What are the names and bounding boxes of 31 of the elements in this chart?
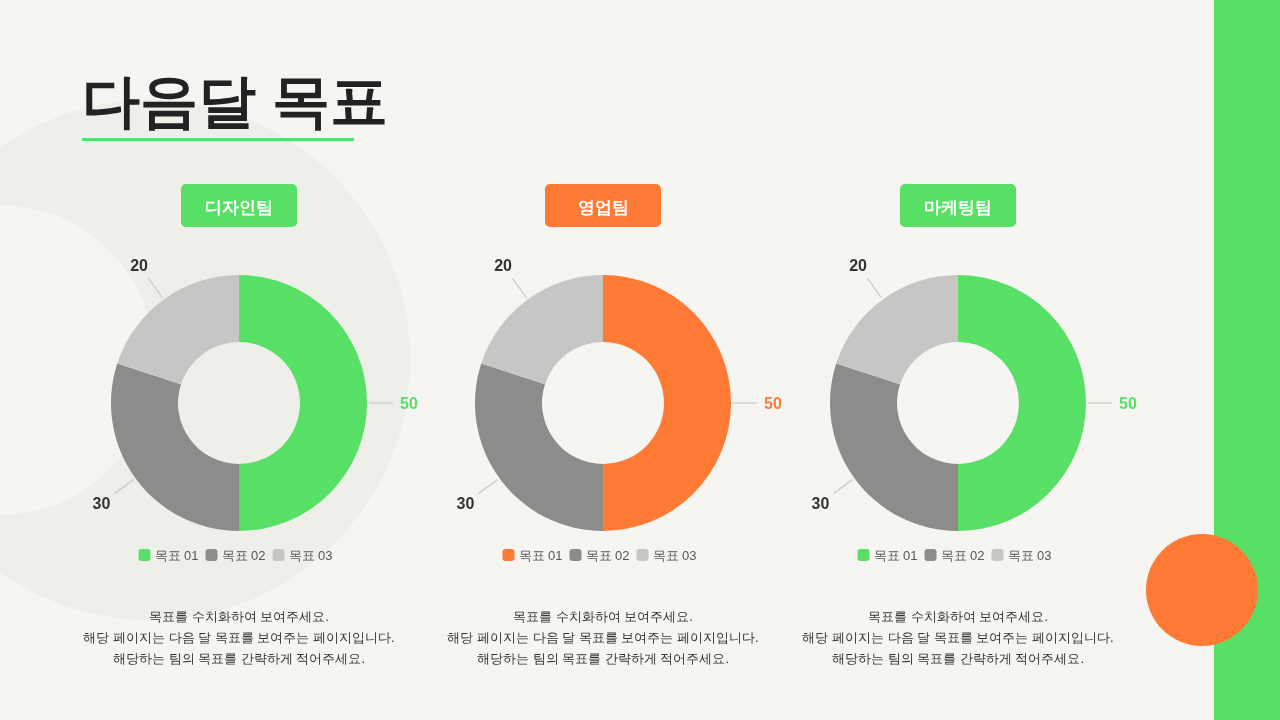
text: 해당하는 팀의 목표를 간략하게 적어주세요. [112,651,366,666]
legend-label: 목표 02 [940,548,985,563]
legend-label: 목표 01 [154,548,199,563]
legend-label: 목표 03 [1007,548,1052,563]
text: 목표를 수치화하여 보여주세요. [149,609,329,624]
legend-label: 목표 03 [652,548,697,563]
chart-title: 디자인팀 [205,198,273,217]
data-label: 30 [811,494,830,512]
text: 다음달 목표 [82,68,389,133]
data-label: 50 [400,395,418,412]
legend-label: 목표 03 [288,548,333,563]
text: 해당하는 팀의 목표를 간략하게 적어주세요. [476,651,730,666]
chart-title: 마케팅팀 [924,198,992,217]
legend-label: 목표 01 [518,548,563,563]
data-label: 50 [1119,395,1137,412]
text: 해당 페이지는 다음 달 목표를 보여주는 페이지입니다. [802,630,1114,645]
data-label: 20 [494,257,513,275]
text: 목표를 수치화하여 보여주세요. [868,609,1048,624]
text: 해당 페이지는 다음 달 목표를 보여주는 페이지입니다. [83,630,395,645]
data-label: 50 [764,395,782,412]
legend-label: 목표 02 [585,548,630,563]
text: 목표를 수치화하여 보여주세요. [513,609,693,624]
text: 해당하는 팀의 목표를 간략하게 적어주세요. [831,651,1085,666]
data-label: 20 [849,257,868,275]
data-label: 20 [130,257,149,275]
legend-label: 목표 02 [221,548,266,563]
text: 해당 페이지는 다음 달 목표를 보여주는 페이지입니다. [447,630,759,645]
legend-label: 목표 01 [873,548,918,563]
chart-title: 영업팀 [577,198,629,217]
data-label: 30 [92,494,111,512]
data-label: 30 [456,494,475,512]
